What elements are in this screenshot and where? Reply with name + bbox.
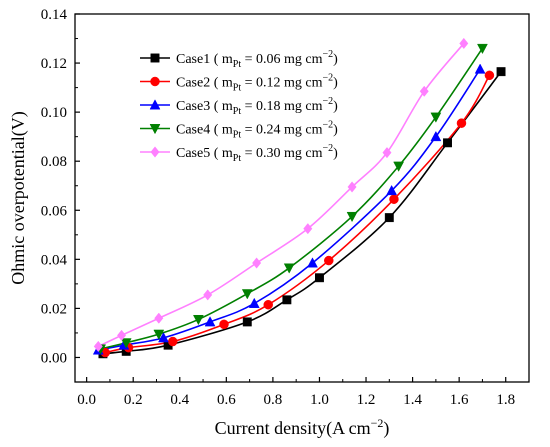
data-point-case4 — [393, 161, 405, 172]
plot-frame — [74, 13, 530, 383]
data-point-case1 — [315, 273, 324, 283]
data-point-case5 — [303, 223, 313, 235]
legend-label-case1: Case1 ( mPt = 0.06 mg cm−2) — [176, 49, 338, 70]
data-point-case1 — [282, 295, 292, 305]
x-axis: 0.0 0.2 0.4 0.6 0.8 1.0 1.2 1.4 1.6 1.8 — [77, 377, 515, 408]
data-point-case2 — [389, 194, 399, 204]
data-point-case3 — [158, 332, 169, 343]
data-point-case2 — [168, 336, 178, 347]
data-point-case1 — [443, 138, 452, 148]
data-point-case4 — [477, 43, 488, 55]
x-axis-title: Current density(A cm−2) — [215, 416, 390, 439]
y-tick-label: 0.00 — [41, 350, 67, 366]
data-point-case5 — [154, 312, 164, 324]
legend-label-case3: Case3 ( mPt = 0.18 mg cm−2) — [176, 96, 338, 117]
data-point-case2 — [324, 255, 334, 266]
data-point-case2 — [456, 118, 467, 128]
data-point-case3 — [204, 316, 216, 327]
legend-marker-case4 — [149, 124, 161, 135]
y-tick-label: 0.10 — [41, 105, 67, 121]
y-tick-label: 0.14 — [41, 7, 68, 23]
data-point-case5 — [382, 147, 392, 159]
legend-label-case2: Case2 ( mPt = 0.12 mg cm−2) — [176, 73, 338, 94]
x-tick-label: 1.2 — [357, 392, 376, 408]
data-point-case5 — [203, 289, 213, 301]
legend-label-case4: Case4 ( mPt = 0.24 mg cm−2) — [176, 120, 338, 141]
data-point-case3 — [307, 257, 318, 268]
data-point-case4 — [346, 211, 358, 223]
x-tick-label: 0.0 — [77, 392, 96, 408]
series-line-case2 — [105, 74, 491, 354]
x-tick-label: 1.4 — [403, 392, 422, 408]
data-point-case3 — [248, 297, 260, 308]
data-point-case3 — [430, 130, 442, 142]
x-tick-label: 0.6 — [217, 392, 236, 408]
data-point-case4 — [241, 289, 253, 300]
y-tick-label: 0.06 — [41, 203, 68, 219]
y-tick-label: 0.02 — [41, 301, 67, 317]
x-tick-label: 0.8 — [264, 392, 283, 408]
x-tick-label: 1.0 — [310, 392, 329, 408]
data-point-case4 — [192, 314, 204, 326]
data-point-case5 — [117, 329, 127, 341]
series-line-case5 — [97, 42, 465, 348]
data-point-case4 — [283, 263, 295, 274]
data-point-case2 — [263, 299, 273, 310]
data-point-case5 — [252, 257, 262, 269]
y-tick-label: 0.04 — [41, 252, 68, 268]
legend-marker-case5 — [150, 146, 160, 158]
series-line-case4 — [100, 47, 484, 350]
data-point-case1 — [242, 317, 252, 327]
x-tick-label: 1.8 — [496, 392, 515, 408]
y-tick-label: 0.08 — [41, 154, 67, 170]
y-tick-label: 0.12 — [41, 56, 67, 72]
y-axis: 0.00 0.02 0.04 0.06 0.08 0.10 0.12 0.14 — [41, 7, 80, 366]
data-point-case2 — [219, 319, 229, 330]
data-point-case2 — [484, 70, 495, 81]
y-axis-title: Ohmic overpotential(V) — [8, 111, 29, 284]
data-point-case5 — [93, 340, 103, 353]
data-point-case5 — [419, 85, 429, 97]
legend-label-case5: Case5 ( mPt = 0.30 mg cm−2) — [176, 143, 338, 164]
data-point-case4 — [430, 112, 442, 123]
data-point-case1 — [384, 213, 394, 223]
data-point-case3 — [386, 184, 398, 196]
data-point-case4 — [153, 329, 165, 340]
x-tick-label: 0.2 — [124, 392, 143, 408]
series-line-case3 — [98, 68, 481, 351]
legend-marker-case1 — [150, 53, 160, 63]
data-point-case4 — [120, 338, 132, 349]
legend: Case1 ( mPt = 0.06 mg cm−2) Case2 ( mPt =… — [140, 49, 338, 164]
series-markers — [92, 37, 506, 359]
data-point-case5 — [347, 181, 357, 193]
x-tick-label: 1.6 — [450, 392, 469, 408]
data-point-case1 — [496, 67, 506, 77]
legend-marker-case3 — [149, 99, 161, 110]
x-tick-label: 0.4 — [170, 392, 189, 408]
data-point-case3 — [474, 63, 486, 74]
legend-marker-case2 — [150, 76, 160, 87]
data-point-case5 — [459, 37, 469, 50]
